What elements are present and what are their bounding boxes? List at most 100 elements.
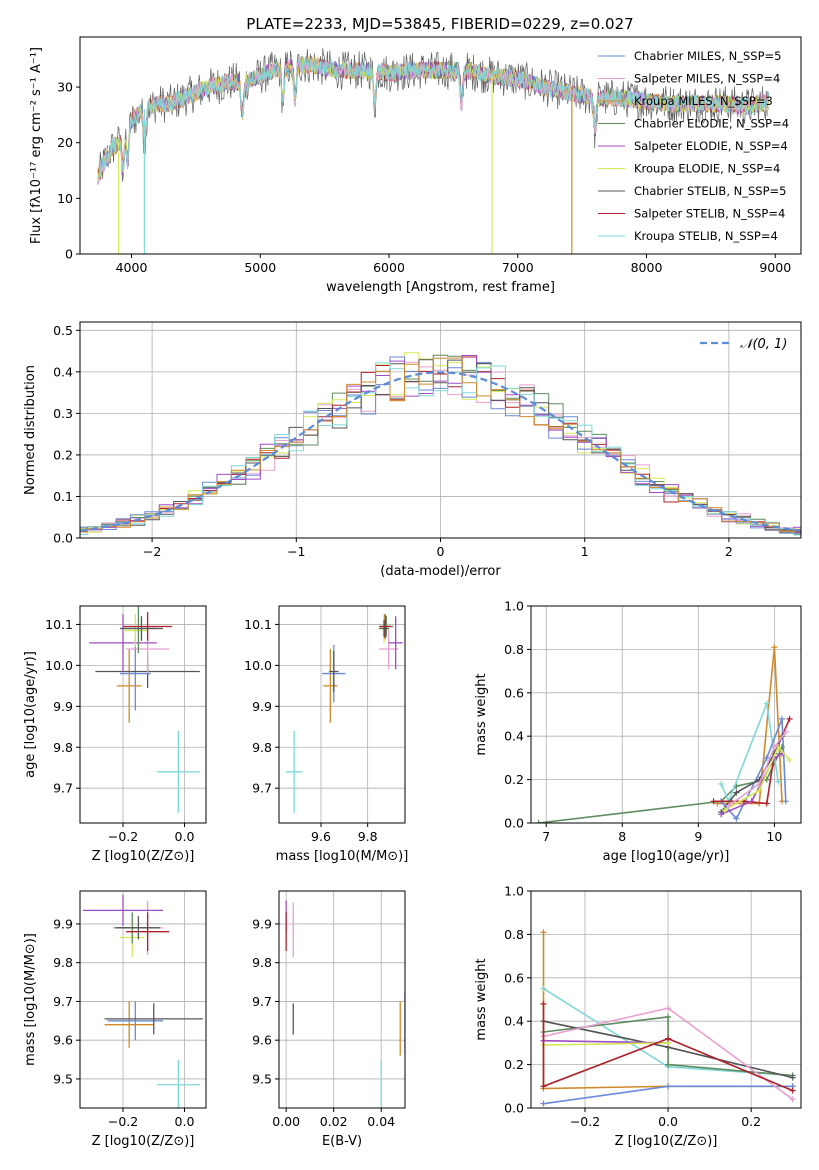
y-tick-label: 1.0 [504,884,524,899]
weight-point-2-2 [763,700,770,707]
x-axis-label: E(B-V) [322,1134,362,1149]
weight-point-3-1 [665,1013,672,1020]
axes-weight_vs_Z: −0.2 0.0 0.2 0.0 0.2 0.4 0.6 0.8 1.0 Z [log10(Z/Z… [474,884,802,1149]
plots: 4000 5000 6000 7000 8000 90000102030wavelengt… [23,36,802,1149]
x-tick-label: 9 [694,829,702,844]
x-tick-label: −0.2 [108,829,138,844]
y-tick-label: 1.0 [504,599,524,614]
legend-entry: Kroupa MILES, N_SSP=3 [634,94,773,108]
weight-point-2-3 [775,778,782,785]
plot-area-spectrum [97,48,770,254]
y-tick-label: 0.5 [53,323,73,338]
legend-entry: Salpeter ELODIE, N_SSP=4 [634,139,788,153]
x-axis-label: wavelength [Angstrom, rest frame] [326,280,555,295]
y-tick-label: 9.8 [53,955,73,970]
axes-age_vs_Z: −0.2 0.0 9.7 9.8 9.9 10.0 10.1 Z [log10(Z/Z⊙)] a… [23,605,207,864]
y-axis-label: Flux [fλ10⁻¹⁷ erg cm⁻² s⁻¹ A⁻¹] [29,47,44,244]
x-tick-label: 2 [725,544,733,559]
y-tick-label: 0.6 [504,970,524,985]
y-tick-label: 10 [57,191,73,206]
y-tick-label: 9.8 [252,740,272,755]
axes-frame [530,890,802,1109]
y-tick-label: 9.6 [252,1033,272,1048]
x-tick-label: 4000 [116,260,148,275]
x-tick-label: 0.2 [741,1114,761,1129]
weight-point-8-3 [789,1087,796,1094]
y-tick-label: 0.4 [504,729,524,744]
x-tick-label: 0 [437,544,445,559]
weight-point-8-1 [540,1083,547,1090]
weight-point-8-0 [540,1000,547,1007]
weight-series-7 [543,1042,669,1046]
y-tick-label: 0.2 [504,772,524,787]
plot-area-mass_vs_ebv [285,900,405,1108]
x-tick-label: −1 [287,544,305,559]
weight-point-8-1 [756,780,763,787]
y-tick-label: 9.9 [53,699,73,714]
y-tick-label: 0.2 [53,447,73,462]
axes-frame [278,890,406,1109]
x-tick-label: 10 [766,829,782,844]
y-tick-label: 0.2 [504,1057,524,1072]
x-tick-label: 6000 [373,260,405,275]
y-tick-label: 9.7 [53,994,73,1009]
y-tick-label: 0.4 [504,1014,524,1029]
x-tick-label: 9.6 [311,829,331,844]
weight-point-3-1 [733,815,740,822]
y-axis-label: age [log10(age/yr)] [23,651,38,778]
weight-series-7 [724,745,791,811]
legend-entry: 𝒩(0, 1) [740,337,787,352]
x-axis-label: Z [log10(Z/Z⊙)] [92,849,195,864]
weight-point-1-1 [665,1083,672,1090]
axes-frame [278,605,406,824]
weight-point-6-0 [718,811,725,818]
weight-point-7-0 [721,806,728,813]
weight-point-2-0 [718,780,725,787]
y-axis-label: mass weight [474,958,489,1040]
weight-point-3-2 [665,1061,672,1068]
x-tick-label: 5000 [244,260,276,275]
y-tick-label: 0.6 [504,685,524,700]
axes-mass_vs_ebv: 0.00 0.02 0.04 9.5 9.6 9.7 9.8 9.9 E(B-V) [252,890,406,1149]
legend-entry: Chabrier ELODIE, N_SSP=4 [634,117,789,131]
x-tick-label: 7 [542,829,550,844]
y-tick-label: 0.3 [53,406,73,421]
axes-residuals: −2 −1 0 1 2 0.0 0.1 0.2 0.3 0.4 0.5 (data-model)/er… [23,321,802,579]
x-tick-label: 8 [618,829,626,844]
y-tick-label: 0.8 [504,927,524,942]
weight-point-1-2 [771,644,778,651]
x-tick-label: 7000 [502,260,534,275]
x-tick-label: 0.00 [272,1114,300,1129]
y-tick-label: 0.4 [53,364,73,379]
legend-entry: Chabrier MILES, N_SSP=5 [634,49,781,63]
x-tick-label: −2 [143,544,161,559]
weight-point-2-0 [540,985,547,992]
y-tick-label: 0 [65,247,73,262]
legend-entry: Salpeter MILES, N_SSP=4 [634,72,780,86]
axes-frame [530,605,802,824]
axes-frame [79,890,207,1109]
x-tick-label: 0.04 [367,1114,395,1129]
y-tick-label: 20 [57,135,73,150]
y-tick-label: 9.6 [53,1033,73,1048]
histogram-series-8 [80,357,801,533]
y-tick-label: 9.5 [252,1071,272,1086]
legend-entry: Salpeter STELIB, N_SSP=4 [634,207,785,221]
weight-point-0-0 [535,820,542,823]
x-tick-label: 0.02 [320,1114,348,1129]
y-tick-label: 10.0 [244,658,272,673]
weight-point-5-2 [789,1096,796,1103]
weight-series-8 [728,731,787,807]
plot-area-weight_vs_age [535,644,793,823]
y-tick-label: 9.5 [53,1071,73,1086]
y-tick-label: 0.8 [504,642,524,657]
plot-area-age_vs_mass [286,614,403,813]
plot-area-weight_vs_Z [540,929,796,1107]
y-tick-label: 9.7 [53,781,73,796]
weight-point-4-2 [763,800,770,807]
y-tick-label: 9.7 [252,781,272,796]
x-axis-label: Z [log10(Z/Z⊙)] [92,1134,195,1149]
y-tick-label: 30 [57,80,73,95]
weight-point-3-2 [763,754,770,761]
legend-spectrum: Chabrier MILES, N_SSP=5 Salpeter MILES, N… [598,49,789,243]
